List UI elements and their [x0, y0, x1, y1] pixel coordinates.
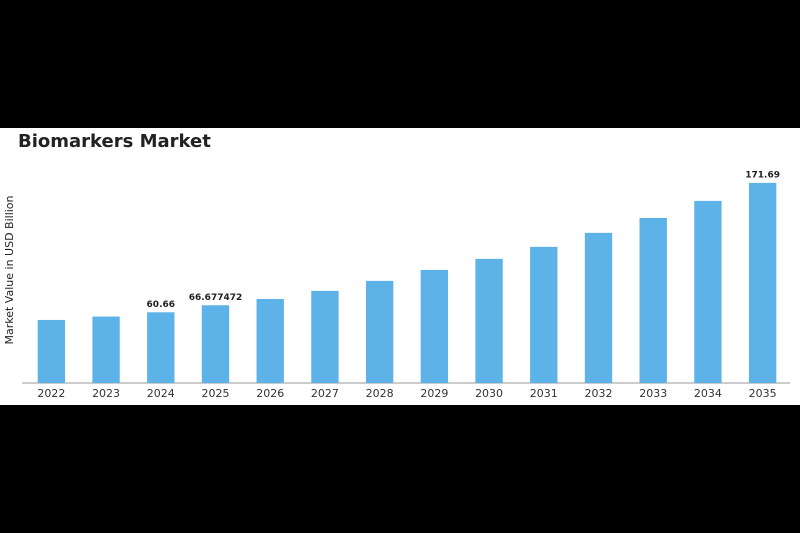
x-tick-label: 2030 [475, 387, 503, 400]
bar [92, 316, 120, 383]
bar [365, 280, 394, 383]
bar [530, 246, 558, 383]
x-tick-label: 2027 [311, 387, 339, 400]
x-tick-label: 2033 [639, 387, 667, 400]
data-label: 171.69 [745, 170, 780, 180]
x-tick-label: 2023 [92, 387, 120, 400]
x-tick-label: 2035 [749, 387, 777, 400]
y-axis-label: Market Value in USD Billion [3, 195, 16, 344]
bar [694, 200, 722, 383]
x-tick-label: 2029 [420, 387, 448, 400]
chart-panel [0, 128, 800, 405]
x-tick-label: 2031 [530, 387, 558, 400]
x-tick-label: 2028 [366, 387, 394, 400]
x-tick-label: 2024 [147, 387, 175, 400]
bar [311, 290, 339, 383]
x-tick-label: 2034 [694, 387, 722, 400]
x-tick-label: 2032 [585, 387, 613, 400]
data-label: 60.66 [147, 300, 175, 310]
bar [475, 258, 503, 383]
bar [639, 217, 667, 383]
data-label: 66.677472 [189, 293, 243, 303]
bar [147, 312, 175, 383]
x-tick-label: 2026 [256, 387, 284, 400]
bar [37, 319, 66, 383]
x-tick-label: 2025 [202, 387, 230, 400]
bar [420, 269, 449, 383]
bar [748, 182, 777, 383]
bar [256, 298, 284, 383]
bar [201, 305, 230, 383]
x-tick-label: 2022 [37, 387, 65, 400]
bar [584, 232, 613, 383]
chart-title: Biomarkers Market [18, 131, 211, 152]
